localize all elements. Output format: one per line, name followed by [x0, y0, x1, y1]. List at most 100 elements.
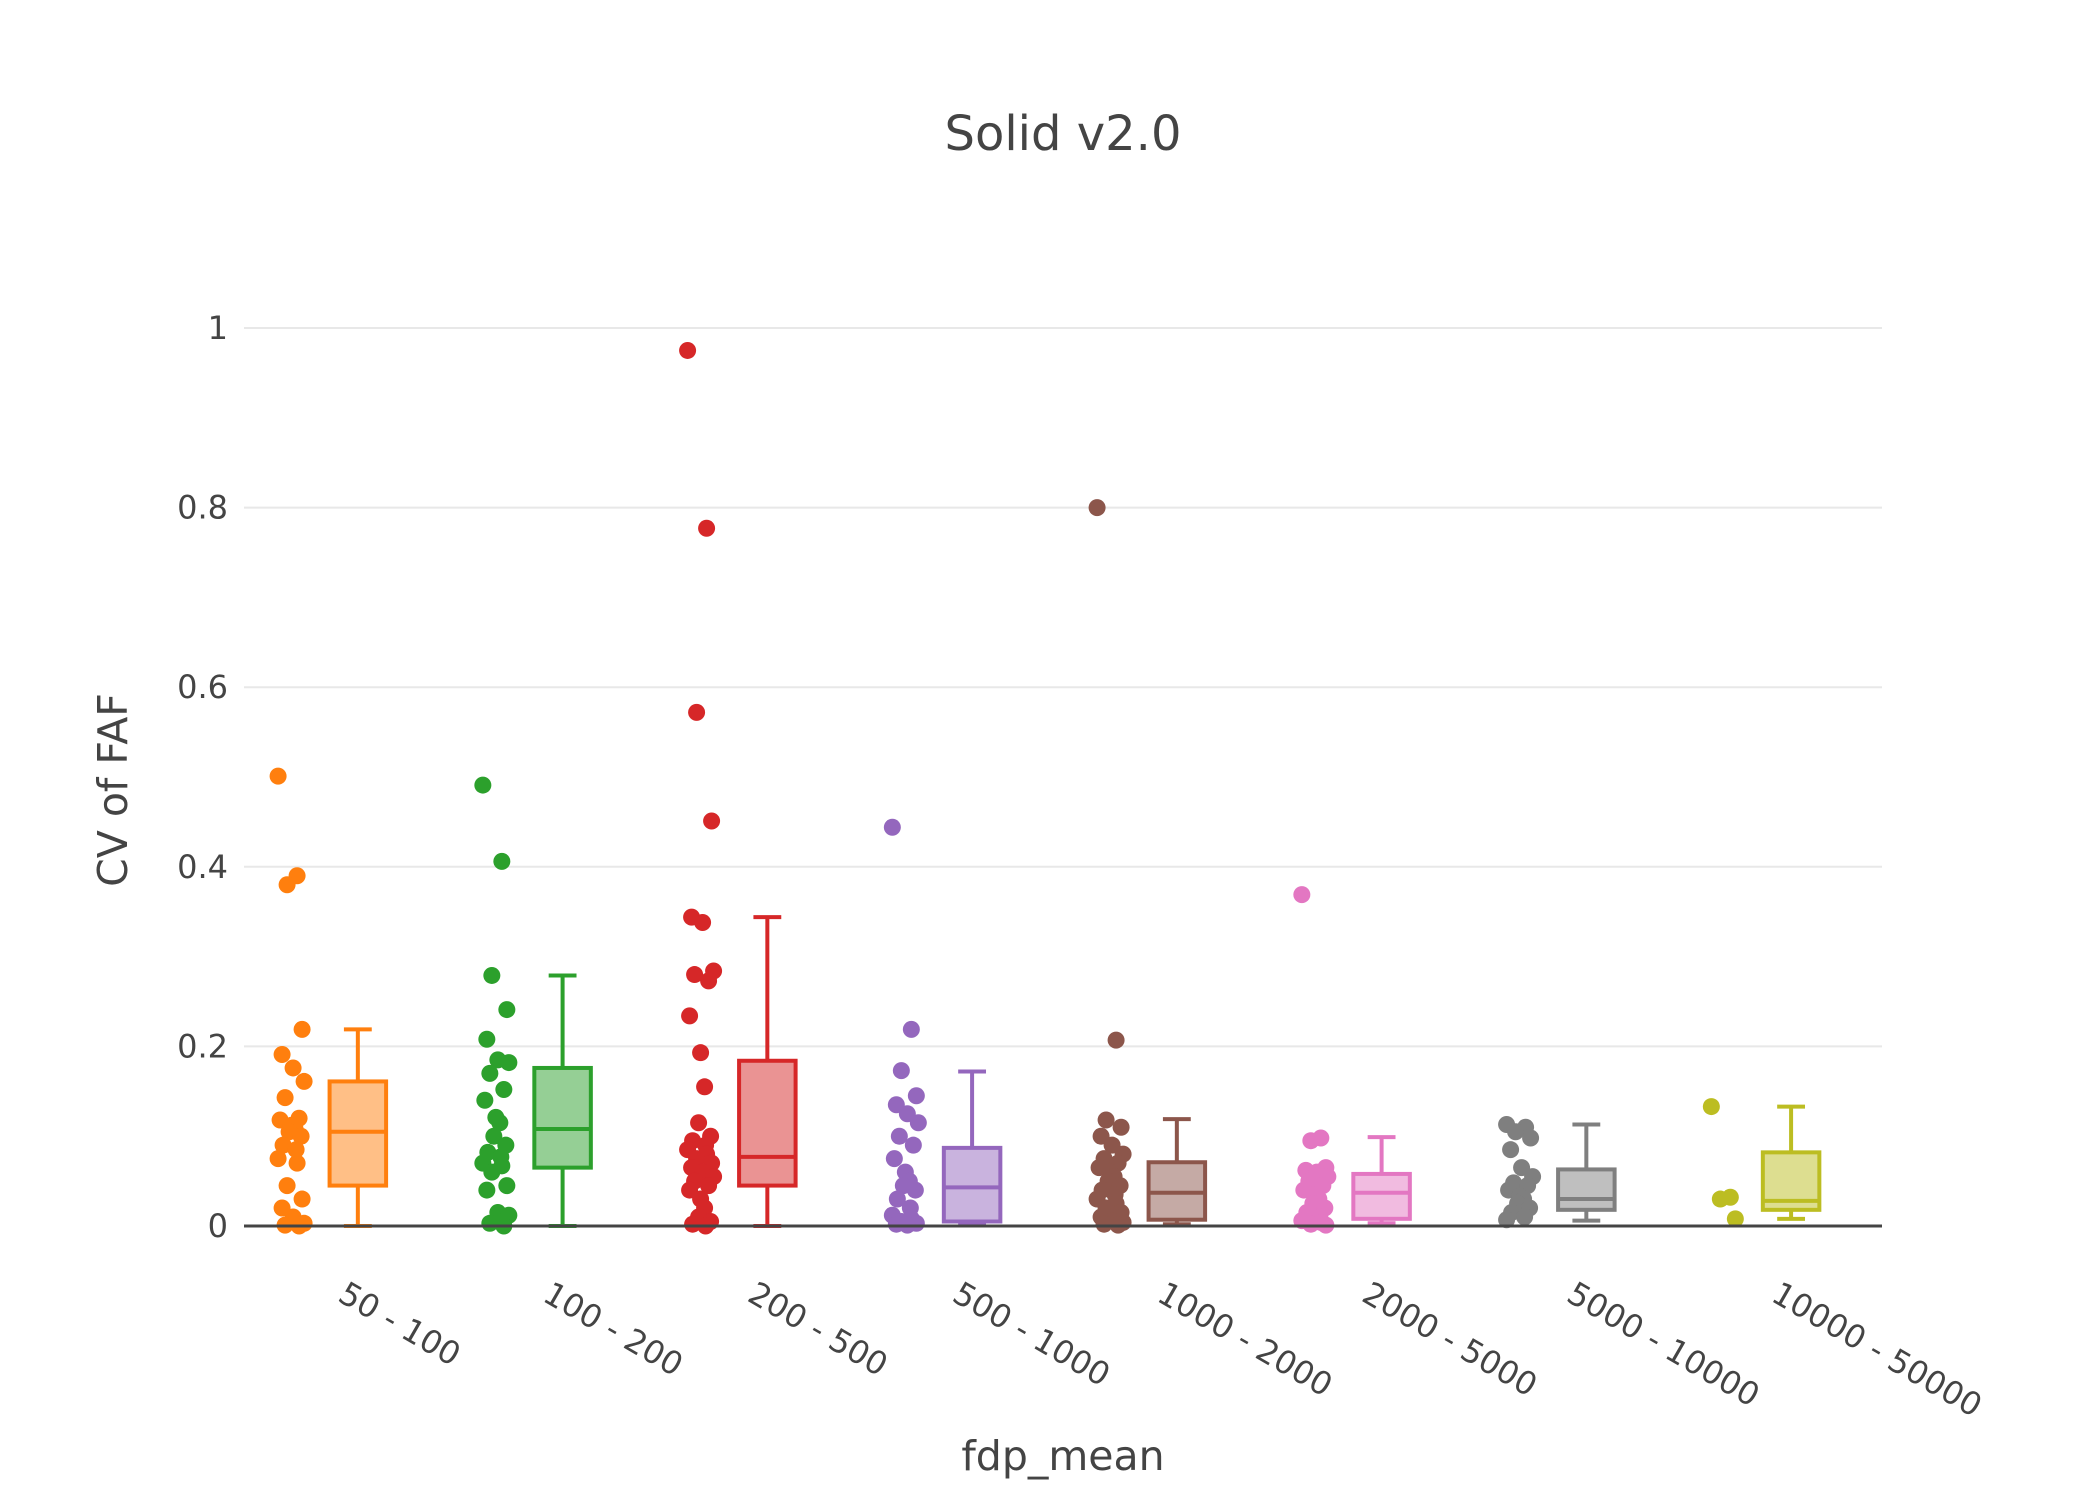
box-series-layer [244, 341, 1882, 1235]
y-tick-label: 0.6 [177, 668, 228, 706]
x-tick-label: 1000 - 2000 [1151, 1274, 1339, 1404]
data-point [288, 1154, 306, 1172]
chart-title: Solid v2.0 [945, 106, 1182, 162]
data-point [681, 1007, 699, 1025]
data-point [498, 1177, 516, 1195]
data-point [491, 1114, 509, 1132]
data-point [292, 1127, 310, 1145]
data-point [885, 1150, 903, 1168]
data-point [498, 1001, 516, 1019]
y-tick-label: 0.8 [177, 489, 228, 527]
data-point [907, 1087, 925, 1105]
data-point [478, 1181, 496, 1199]
data-point [679, 341, 697, 359]
data-point [493, 852, 511, 870]
box-series [474, 776, 593, 1235]
data-point [692, 1044, 710, 1062]
data-point [1302, 1215, 1320, 1233]
data-point [909, 1114, 927, 1132]
data-point [293, 1020, 311, 1038]
y-tick-label: 0 [208, 1207, 228, 1245]
gridlines [244, 327, 1882, 1048]
x-tick-label: 50 - 100 [332, 1274, 467, 1374]
data-point [700, 1177, 718, 1195]
data-point [1095, 1215, 1113, 1233]
data-point [686, 966, 704, 984]
data-point [478, 1030, 496, 1048]
box-series [269, 767, 389, 1235]
box-iqr [532, 1065, 593, 1170]
data-point [276, 1089, 294, 1107]
data-point [690, 1114, 708, 1132]
data-point [1088, 499, 1106, 517]
y-axis-ticks: 0 0.2 0.4 0.6 0.8 1 [177, 309, 228, 1245]
x-tick-label: 200 - 500 [742, 1274, 894, 1384]
data-point [295, 1072, 313, 1090]
data-point [890, 1127, 908, 1145]
data-point [269, 767, 287, 785]
data-point [888, 1190, 906, 1208]
data-point [483, 966, 501, 984]
data-point [1516, 1208, 1534, 1226]
data-point [700, 972, 718, 990]
y-axis-title: CV of FAF [89, 693, 137, 887]
data-point [1293, 886, 1311, 904]
data-point [474, 776, 492, 794]
data-point [269, 1150, 287, 1168]
data-point [688, 703, 706, 721]
data-point [287, 1141, 305, 1159]
x-tick-label: 5000 - 10000 [1561, 1274, 1766, 1414]
data-point [703, 812, 721, 830]
y-tick-label: 1 [208, 309, 228, 347]
data-point [273, 1045, 291, 1063]
data-point [1302, 1132, 1320, 1150]
box-iqr [1556, 1167, 1617, 1212]
data-point [1502, 1141, 1520, 1159]
box-series [1293, 886, 1412, 1234]
data-point [1498, 1211, 1516, 1229]
data-point [1097, 1111, 1115, 1129]
data-point [1711, 1190, 1729, 1208]
data-point [278, 1177, 296, 1195]
data-point [1726, 1210, 1744, 1228]
y-tick-label: 0.2 [177, 1027, 228, 1065]
data-point [696, 1078, 714, 1096]
box-iqr [737, 1058, 798, 1188]
data-point [1112, 1118, 1130, 1136]
data-point [481, 1064, 499, 1082]
data-point [293, 1190, 311, 1208]
box-series [1702, 1098, 1822, 1228]
x-tick-label: 100 - 200 [537, 1274, 689, 1384]
box-series [1088, 499, 1208, 1234]
data-point [500, 1054, 518, 1072]
box-iqr [941, 1145, 1003, 1224]
y-tick-label: 0.4 [177, 848, 228, 886]
box-series [883, 818, 1003, 1234]
data-point [883, 818, 901, 836]
data-point [476, 1091, 494, 1109]
data-point [1507, 1123, 1525, 1141]
data-point [902, 1020, 920, 1038]
data-point [483, 1163, 501, 1181]
data-point [684, 1215, 702, 1233]
x-tick-label: 2000 - 5000 [1356, 1274, 1544, 1404]
data-point [485, 1127, 503, 1145]
data-point [892, 1062, 910, 1080]
x-axis-title: fdp_mean [961, 1432, 1164, 1480]
box-series [1498, 1116, 1617, 1229]
data-point [906, 1181, 924, 1199]
data-point [1107, 1031, 1125, 1049]
box-series [679, 341, 798, 1235]
data-point [904, 1136, 922, 1154]
data-point [284, 1059, 302, 1077]
data-point [274, 1136, 292, 1154]
data-point [698, 519, 716, 537]
x-tick-label: 500 - 1000 [947, 1274, 1117, 1394]
x-axis-ticks: 50 - 100 100 - 200 200 - 500 500 - 1000 1000… [332, 1274, 1988, 1425]
box-iqr [1351, 1171, 1412, 1221]
data-point [1702, 1098, 1720, 1116]
data-point [495, 1081, 513, 1099]
data-point [481, 1214, 499, 1232]
data-point [278, 876, 296, 894]
